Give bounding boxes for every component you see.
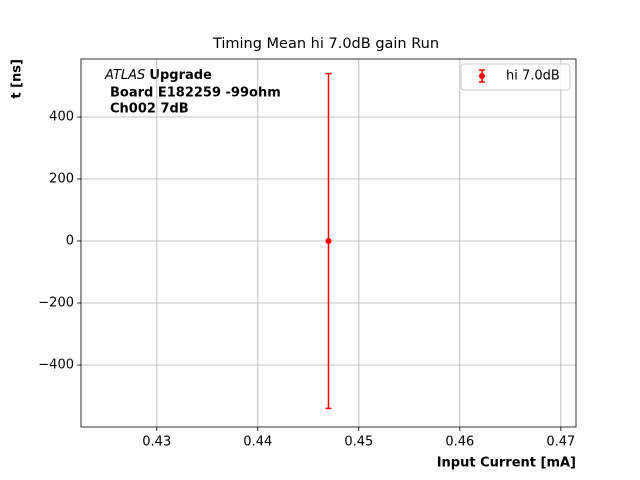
annotation-atlas: ATLAS [104, 68, 145, 83]
x-tick-label: 0.46 [445, 435, 474, 450]
y-tick-label: −200 [38, 295, 74, 310]
y-tick-label: 400 [49, 109, 74, 124]
y-axis-label: t [ns] [10, 59, 25, 99]
x-axis-label: Input Current [mA] [437, 456, 576, 471]
x-tick-label: 0.47 [546, 435, 575, 450]
data-point [325, 237, 332, 244]
x-tick-label: 0.44 [243, 435, 272, 450]
legend-label: hi 7.0dB [506, 69, 560, 84]
annotation-channel: Ch002 7dB [110, 102, 189, 117]
chart-title: Timing Mean hi 7.0dB gain Run [212, 36, 439, 52]
y-tick-label: 0 [66, 233, 74, 248]
y-tick-label: 200 [49, 171, 74, 186]
x-tick-label: 0.45 [344, 435, 373, 450]
legend-box [460, 63, 571, 91]
legend-marker [479, 73, 485, 79]
plot-frame [80, 58, 577, 428]
y-tick-label: −400 [38, 357, 74, 372]
x-tick-label: 0.43 [142, 435, 171, 450]
annotation-upgrade: Upgrade [149, 68, 212, 83]
annotation: ATLAS Upgrade [104, 68, 212, 83]
annotation-board: Board E182259 -99ohm [110, 86, 281, 101]
